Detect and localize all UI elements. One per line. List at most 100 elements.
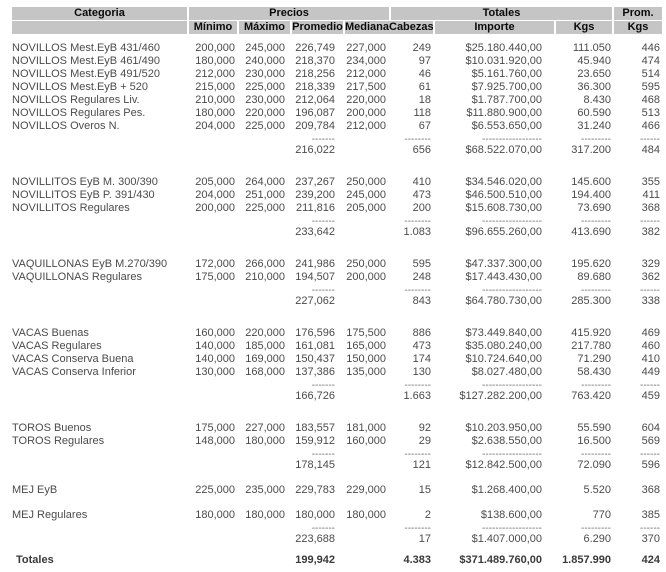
prom-cell: 161,081 (295, 340, 335, 352)
cab-cell: 1.083 (403, 226, 431, 238)
separator-dashes-row: ------- -------- ------------------ -------… (12, 284, 662, 296)
dash-cell: -------- (404, 285, 431, 296)
pk-cell: 484 (641, 144, 660, 156)
label-cell (12, 226, 187, 239)
header-importe: Importe (433, 21, 554, 34)
empty-cell (187, 295, 237, 308)
category-cell: VACAS Buenas (12, 327, 89, 339)
spacer-row (12, 403, 662, 422)
min-cell: 175,000 (195, 271, 235, 283)
prom-cell: 178,145 (295, 459, 335, 471)
max-cell: 220,000 (245, 107, 285, 119)
header-precios-group: Precios (187, 7, 389, 21)
max-cell: 168,000 (245, 366, 285, 378)
cab-cell: 248 (412, 271, 431, 283)
med-cell: 200,000 (346, 107, 386, 119)
imp-cell: $25.180.440,00 (465, 42, 542, 54)
kgs-cell: 55.590 (577, 422, 611, 434)
imp-cell: $96.655.260,00 (465, 226, 542, 238)
pk-cell: 474 (641, 55, 660, 67)
cab-cell: 118 (413, 107, 431, 119)
empty-cell (187, 284, 237, 295)
spacer-row (12, 546, 662, 554)
kgs-cell: 73.690 (577, 202, 611, 214)
empty-cell (343, 215, 389, 226)
cab-cell: 473 (412, 189, 431, 201)
cab-cell: 61 (418, 81, 431, 93)
prom-cell: 137,386 (295, 366, 335, 378)
cab-cell: 67 (418, 120, 431, 132)
empty-cell (343, 226, 389, 239)
prom-cell: 196,087 (295, 107, 335, 119)
kgs-cell: 45.940 (577, 55, 611, 67)
cab-cell: 121 (412, 459, 431, 471)
max-cell: 225,000 (245, 120, 285, 132)
spacer-cell (12, 546, 662, 554)
category-cell: TOROS Regulares (12, 435, 105, 447)
min-cell: 225,000 (195, 484, 235, 496)
med-cell: 212,000 (346, 120, 386, 132)
separator-dashes-row: ------- -------- ------------------ -------… (12, 522, 662, 534)
cab-cell: 29 (418, 435, 431, 447)
prom-cell: 241,986 (295, 258, 335, 270)
max-cell: 227,000 (245, 422, 285, 434)
imp-cell: $10.724.640,00 (465, 353, 542, 365)
table-row: NOVILLOS Regulares Liv. 210,000 230,000 212… (12, 94, 662, 107)
table-row: NOVILLOS Overos N. 204,000 225,000 209,784 2… (12, 120, 662, 133)
imp-cell: $68.522.070,00 (465, 144, 542, 156)
min-cell: 130,000 (195, 366, 235, 378)
cab-cell: 18 (418, 94, 431, 106)
dash-cell: -------- (404, 216, 431, 227)
kgs-cell: 6.290 (583, 533, 611, 545)
empty-cell (12, 215, 187, 226)
imp-cell: $6.553.650,00 (471, 120, 542, 132)
header-sub-row: Mínimo Máximo Promedio Mediana Cabezas I… (12, 21, 662, 34)
separator-dashes-row: ------- -------- ------------------ -------… (12, 379, 662, 391)
prom-cell: 216,022 (295, 144, 335, 156)
spacer-cell (12, 308, 662, 327)
pk-cell: 569 (641, 435, 660, 447)
label-cell (12, 144, 187, 157)
imp-cell: $47.337.300,00 (465, 258, 542, 270)
dash-cell: ------- (311, 216, 335, 227)
empty-cell (237, 295, 290, 308)
med-cell: 160,000 (346, 435, 386, 447)
prom-cell: 218,256 (295, 68, 335, 80)
table-body: NOVILLOS Mest.EyB 431/460 200,000 245,000 2… (12, 34, 662, 567)
dash-cell: -------- (404, 523, 431, 534)
dash-cell: ------ (640, 523, 660, 534)
prom-cell: 150,437 (295, 353, 335, 365)
table-row: NOVILLOS Mest.EyB + 520 215,000 225,000 218… (12, 81, 662, 94)
kgs-cell: 415.920 (571, 327, 611, 339)
min-cell: 180,000 (195, 509, 235, 521)
min-cell: 205,000 (195, 176, 235, 188)
min-cell: 175,000 (195, 422, 235, 434)
empty-cell (343, 522, 389, 533)
pk-cell: 446 (641, 42, 660, 54)
dash-cell: ------------------ (482, 134, 542, 145)
category-cell: TOROS Buenos (12, 422, 92, 434)
totals-row: Totales 199,942 4.383 $371.489.760,00 1.857.… (12, 554, 662, 567)
prom-cell: 166,726 (295, 390, 335, 402)
empty-cell (237, 144, 290, 157)
imp-cell: $17.443.430,00 (465, 271, 542, 283)
empty-cell (237, 379, 290, 390)
dash-cell: ------ (640, 285, 660, 296)
cab-cell: 656 (412, 144, 431, 156)
header-promedio: Promedio (290, 21, 343, 34)
header-mediana: Mediana (343, 21, 389, 34)
prom-cell: 227,062 (295, 295, 335, 307)
category-cell: NOVILLOS Mest.EyB 431/460 (12, 42, 160, 54)
prom-cell: 159,912 (295, 435, 335, 447)
kgs-cell: 194.400 (571, 189, 611, 201)
empty-cell (187, 554, 237, 567)
dash-cell: --------- (581, 285, 611, 296)
pk-cell: 368 (641, 484, 660, 496)
table-row: NOVILLOS Regulares Pes. 180,000 220,000 196… (12, 107, 662, 120)
label-cell (12, 459, 187, 472)
max-cell: 266,000 (245, 258, 285, 270)
cab-cell: 174 (412, 353, 431, 365)
med-cell: 250,000 (346, 258, 386, 270)
imp-cell: $8.027.480,00 (471, 366, 542, 378)
med-cell: 250,000 (346, 176, 386, 188)
